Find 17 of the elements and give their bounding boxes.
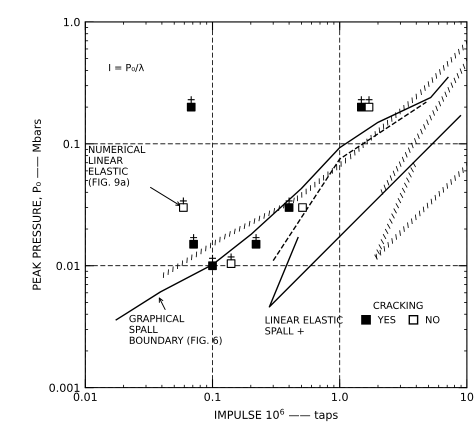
- y-tick-label: 1.0: [64, 18, 80, 26]
- x-tick-label: 0.1: [204, 392, 220, 402]
- annotation: LINEAR ELASTIC SPALL +: [265, 316, 343, 335]
- x-tick-label: 0.01: [74, 392, 97, 402]
- y-tick-label: 0.001: [49, 384, 80, 392]
- legend-label: NO: [426, 316, 440, 324]
- legend-label: YES: [378, 316, 396, 324]
- annotation: GRAPHICAL SPALL BOUNDARY (FIG. 6): [129, 314, 222, 346]
- x-tick-label: 1.0: [332, 392, 348, 402]
- x-axis-title: IMPULSE 10$^{6}$ —— taps: [215, 408, 338, 422]
- annotation: I = P₀/λ: [109, 64, 144, 72]
- x-tick-label: 10: [461, 392, 474, 402]
- y-tick-label: 0.01: [56, 262, 80, 270]
- y-axis-title: PEAK PRESSURE, P₀ —— Mbars: [32, 119, 42, 290]
- y-tick-label: 0.1: [64, 140, 80, 148]
- annotation: NUMERICAL LINEAR ELASTIC (FIG. 9a): [88, 146, 146, 187]
- legend-title: CRACKING: [373, 302, 423, 310]
